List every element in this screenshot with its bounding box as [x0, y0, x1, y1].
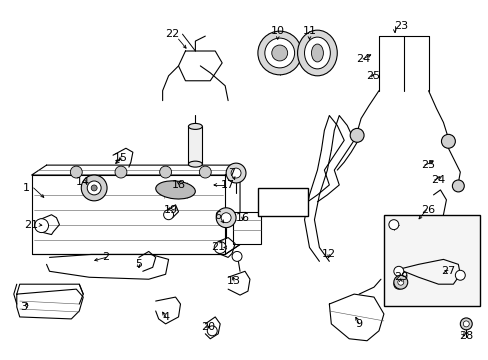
Ellipse shape [271, 45, 287, 61]
Circle shape [70, 166, 82, 178]
Text: 24: 24 [355, 54, 369, 64]
Circle shape [459, 318, 471, 330]
Ellipse shape [188, 123, 202, 129]
Text: 4: 4 [162, 312, 169, 322]
Text: 14: 14 [76, 177, 90, 187]
Circle shape [397, 279, 403, 285]
Circle shape [214, 242, 225, 253]
Text: 24: 24 [430, 175, 445, 185]
Ellipse shape [297, 30, 337, 76]
Bar [188, 126, 202, 164]
Circle shape [393, 275, 407, 289]
Circle shape [87, 181, 101, 195]
Circle shape [441, 134, 454, 148]
Text: 17: 17 [221, 180, 235, 190]
Circle shape [462, 321, 468, 327]
Circle shape [454, 270, 464, 280]
Circle shape [207, 326, 217, 336]
Circle shape [388, 220, 398, 230]
Text: 8: 8 [282, 191, 288, 201]
Text: 20: 20 [201, 322, 215, 332]
Circle shape [231, 168, 241, 178]
Text: 21: 21 [211, 243, 225, 252]
Text: 11: 11 [302, 26, 316, 36]
Ellipse shape [311, 44, 323, 62]
Ellipse shape [304, 37, 330, 69]
Text: 15: 15 [114, 153, 128, 163]
Circle shape [115, 166, 127, 178]
Text: 3: 3 [20, 302, 27, 312]
Circle shape [221, 213, 231, 223]
Text: 23: 23 [393, 21, 407, 31]
Bar [257, 188, 307, 216]
Circle shape [81, 175, 107, 201]
Text: 2: 2 [102, 252, 109, 262]
Circle shape [393, 279, 403, 289]
Text: 12: 12 [322, 249, 336, 260]
Text: 27: 27 [440, 266, 455, 276]
Text: 5: 5 [135, 259, 142, 269]
Text: 21: 21 [24, 220, 39, 230]
Text: 6: 6 [214, 211, 221, 221]
Text: 16: 16 [236, 213, 249, 223]
Circle shape [35, 219, 48, 233]
Circle shape [91, 185, 97, 191]
Circle shape [349, 129, 364, 142]
Text: 13: 13 [226, 276, 241, 286]
Text: 1: 1 [23, 183, 30, 193]
Circle shape [225, 163, 245, 183]
Circle shape [393, 266, 403, 276]
Text: 10: 10 [270, 26, 284, 36]
Ellipse shape [257, 31, 301, 75]
Text: 25: 25 [365, 71, 379, 81]
Circle shape [216, 208, 236, 228]
Circle shape [451, 180, 463, 192]
Bar [383, 215, 479, 306]
Text: 19: 19 [163, 205, 177, 215]
Text: 29: 29 [393, 272, 407, 282]
Bar [233, 212, 260, 243]
Circle shape [160, 166, 171, 178]
Text: 25: 25 [421, 160, 435, 170]
Text: 9: 9 [355, 319, 362, 329]
Text: 18: 18 [171, 180, 185, 190]
Ellipse shape [188, 161, 202, 167]
Text: 26: 26 [421, 205, 435, 215]
Circle shape [199, 166, 211, 178]
Text: 28: 28 [458, 331, 472, 341]
Circle shape [163, 210, 173, 220]
Ellipse shape [156, 181, 195, 199]
Text: 7: 7 [228, 168, 235, 178]
Text: 22: 22 [165, 29, 179, 39]
Ellipse shape [264, 38, 294, 68]
Circle shape [232, 251, 242, 261]
